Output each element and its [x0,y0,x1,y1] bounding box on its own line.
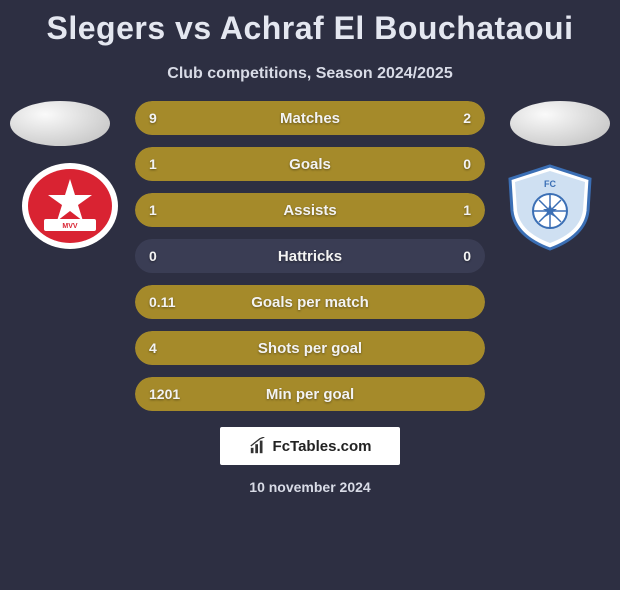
avatar-placeholder-icon [10,101,110,146]
stat-row: 1201Min per goal [135,377,485,411]
page-subtitle: Club competitions, Season 2024/2025 [0,65,620,83]
stat-row: 92Matches [135,101,485,135]
stats-bars: 92Matches 10Goals 11Assists 00Hattricks 0.11… [135,101,485,411]
player-left-avatar [10,101,110,146]
stat-label: Min per goal [135,377,485,411]
stat-label: Hattricks [135,239,485,273]
watermark: FcTables.com [220,427,400,465]
avatar-placeholder-icon [510,101,610,146]
svg-text:MVV: MVV [62,223,78,230]
mvv-logo-icon: MVV [20,161,120,251]
stat-label: Assists [135,193,485,227]
watermark-text: FcTables.com [273,438,372,455]
stat-row: 00Hattricks [135,239,485,273]
stat-label: Goals [135,147,485,181]
club-left-logo: MVV [20,161,120,251]
comparison-area: MVV FC 92Matches 10Goals 11Assists 00Hattri… [0,101,620,411]
stat-label: Goals per match [135,285,485,319]
stat-row: 10Goals [135,147,485,181]
footer-date: 10 november 2024 [0,479,620,495]
stat-row: 4Shots per goal [135,331,485,365]
stat-row: 11Assists [135,193,485,227]
club-right-logo: FC [500,161,600,251]
stat-row: 0.11Goals per match [135,285,485,319]
page-title: Slegers vs Achraf El Bouchataoui [0,10,620,47]
fc-eindhoven-logo-icon: FC [500,161,600,251]
stat-label: Shots per goal [135,331,485,365]
svg-text:FC: FC [544,179,556,189]
player-right-avatar [510,101,610,146]
stat-label: Matches [135,101,485,135]
chart-icon [249,437,267,455]
